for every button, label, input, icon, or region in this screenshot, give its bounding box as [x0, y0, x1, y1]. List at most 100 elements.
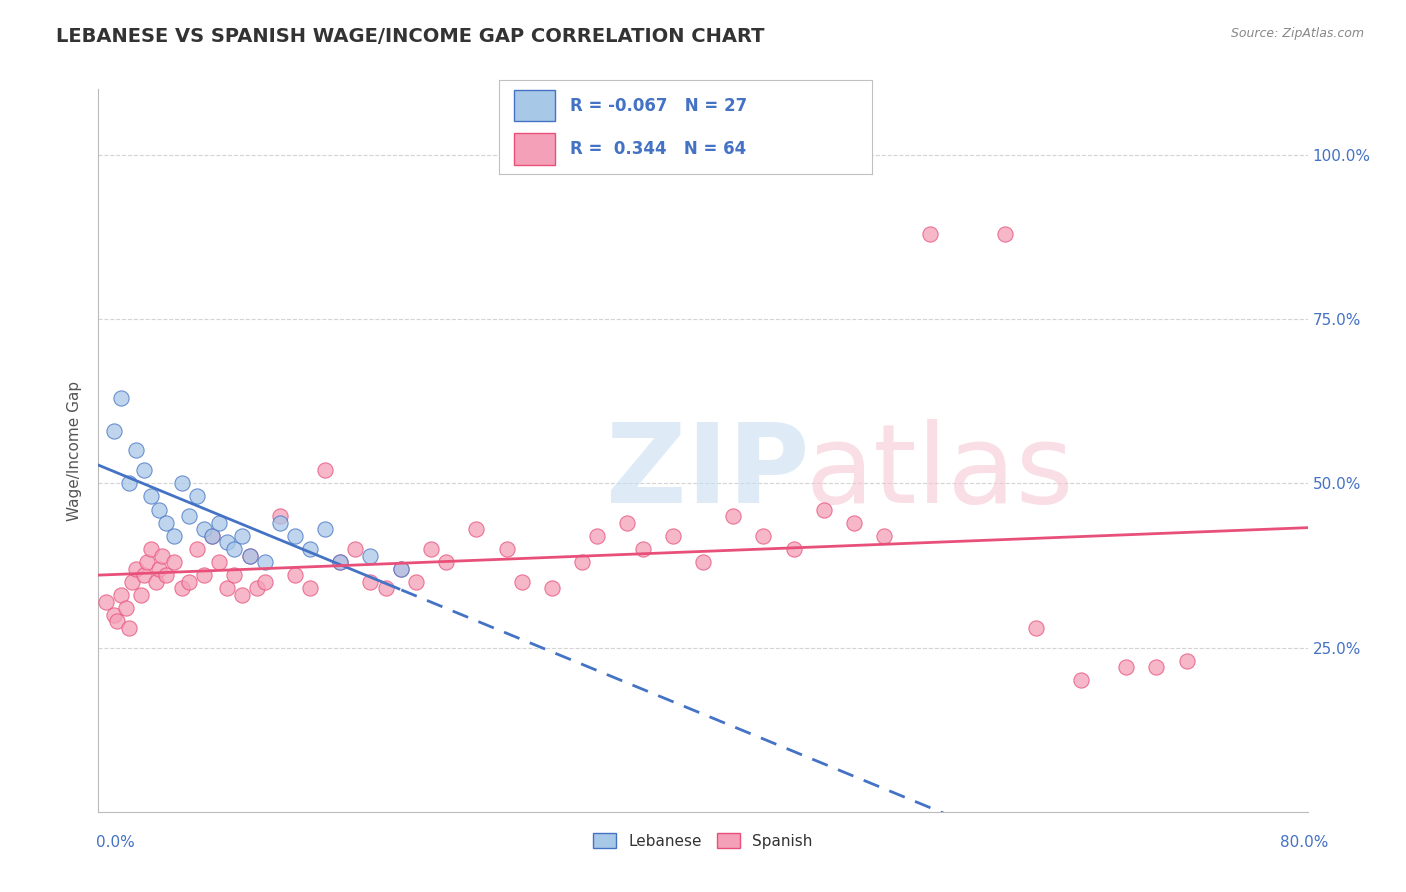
Point — [148, 502, 170, 516]
Point — [121, 574, 143, 589]
Legend: Lebanese, Spanish: Lebanese, Spanish — [588, 827, 818, 855]
Point — [374, 582, 396, 596]
Point — [141, 490, 163, 504]
Point — [135, 555, 157, 569]
Point — [231, 588, 253, 602]
Point — [186, 490, 208, 504]
Point — [420, 541, 443, 556]
Point — [141, 541, 163, 556]
Point — [148, 562, 170, 576]
Point — [132, 463, 155, 477]
Point — [299, 541, 322, 556]
Point — [631, 541, 654, 556]
Point — [179, 509, 201, 524]
Point — [224, 568, 246, 582]
Point — [1070, 673, 1092, 688]
Y-axis label: Wage/Income Gap: Wage/Income Gap — [67, 380, 83, 521]
Point — [360, 574, 382, 589]
Point — [540, 582, 562, 596]
Point — [246, 582, 269, 596]
Point — [269, 516, 291, 530]
Point — [103, 607, 125, 622]
Point — [193, 568, 215, 582]
Point — [723, 509, 745, 524]
Point — [269, 509, 291, 524]
Point — [783, 541, 806, 556]
Point — [510, 574, 533, 589]
Point — [752, 529, 775, 543]
Point — [110, 391, 132, 405]
Point — [465, 522, 488, 536]
Text: ZIP: ZIP — [606, 418, 810, 525]
Point — [125, 562, 148, 576]
Point — [94, 594, 117, 608]
Point — [616, 516, 638, 530]
Point — [389, 562, 412, 576]
Point — [103, 424, 125, 438]
Point — [253, 555, 276, 569]
Text: atlas: atlas — [806, 418, 1074, 525]
Point — [571, 555, 593, 569]
Point — [110, 588, 132, 602]
Point — [231, 529, 253, 543]
Point — [299, 582, 322, 596]
FancyBboxPatch shape — [515, 133, 555, 164]
Point — [179, 574, 201, 589]
Point — [692, 555, 714, 569]
Point — [215, 535, 238, 549]
Point — [994, 227, 1017, 241]
Point — [1175, 654, 1198, 668]
Point — [284, 529, 307, 543]
Point — [1115, 660, 1137, 674]
Point — [873, 529, 896, 543]
Point — [215, 582, 238, 596]
FancyBboxPatch shape — [515, 89, 555, 121]
Point — [132, 568, 155, 582]
Point — [125, 443, 148, 458]
Point — [314, 522, 336, 536]
Point — [163, 555, 186, 569]
Text: R = -0.067   N = 27: R = -0.067 N = 27 — [569, 96, 747, 114]
Point — [389, 562, 412, 576]
Point — [105, 614, 128, 628]
Point — [586, 529, 609, 543]
Point — [118, 621, 141, 635]
Point — [405, 574, 427, 589]
Point — [163, 529, 186, 543]
Point — [201, 529, 224, 543]
Point — [1146, 660, 1168, 674]
Point — [360, 549, 382, 563]
Point — [329, 555, 352, 569]
Text: LEBANESE VS SPANISH WAGE/INCOME GAP CORRELATION CHART: LEBANESE VS SPANISH WAGE/INCOME GAP CORR… — [56, 27, 765, 45]
Point — [208, 516, 231, 530]
Point — [193, 522, 215, 536]
Point — [918, 227, 941, 241]
Point — [661, 529, 683, 543]
Text: Source: ZipAtlas.com: Source: ZipAtlas.com — [1230, 27, 1364, 40]
Point — [150, 549, 173, 563]
Point — [329, 555, 352, 569]
Point — [495, 541, 517, 556]
Point — [201, 529, 224, 543]
Point — [155, 516, 177, 530]
Point — [239, 549, 262, 563]
Point — [208, 555, 231, 569]
Point — [186, 541, 208, 556]
Point — [253, 574, 276, 589]
Point — [314, 463, 336, 477]
Point — [129, 588, 152, 602]
Text: R =  0.344   N = 64: R = 0.344 N = 64 — [569, 140, 747, 158]
Point — [344, 541, 367, 556]
Point — [170, 476, 193, 491]
Point — [114, 601, 136, 615]
Point — [170, 582, 193, 596]
Point — [145, 574, 167, 589]
Text: 80.0%: 80.0% — [1281, 836, 1329, 850]
Text: 0.0%: 0.0% — [96, 836, 135, 850]
Point — [155, 568, 177, 582]
Point — [813, 502, 835, 516]
Point — [434, 555, 457, 569]
Point — [284, 568, 307, 582]
Point — [239, 549, 262, 563]
Point — [1024, 621, 1046, 635]
